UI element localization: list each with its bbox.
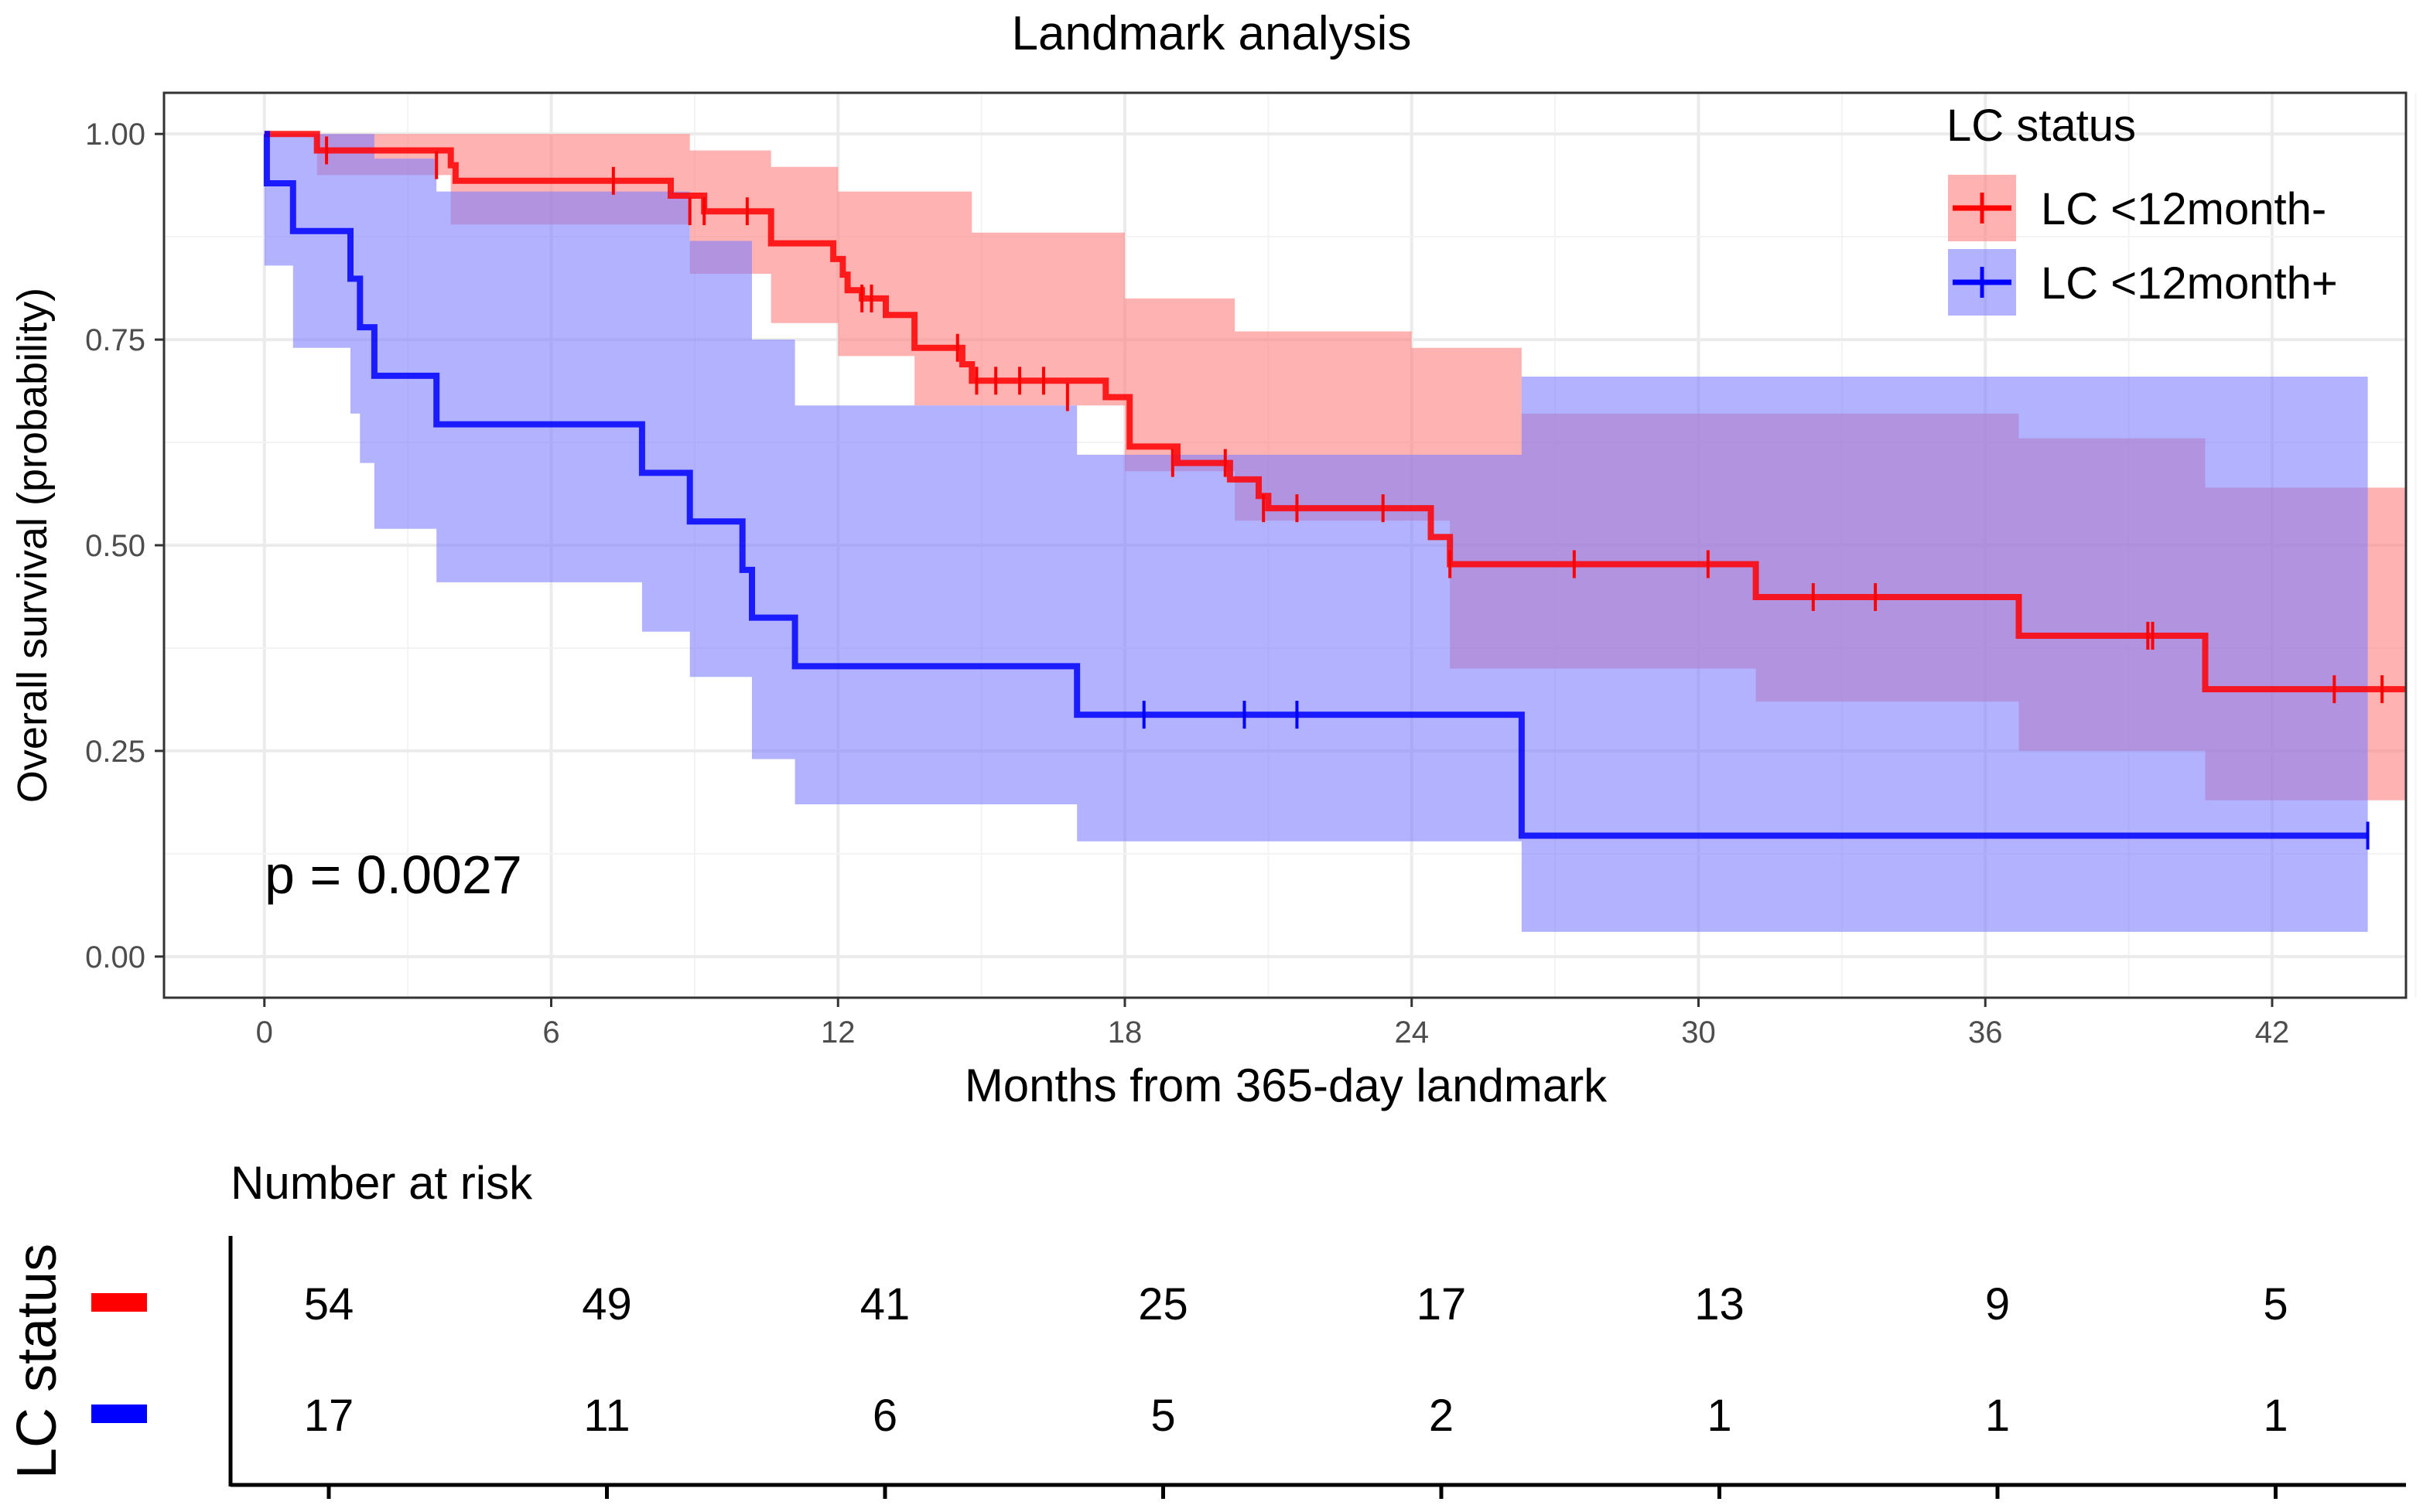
risk-table: Number at risk LC status 54 49 41 25 17 13 9 51…: [6, 1157, 2406, 1499]
x-tick-label: 30: [1681, 1015, 1716, 1050]
p-value: p = 0.0027: [265, 845, 522, 905]
risk-table-title: Number at risk: [231, 1157, 533, 1209]
legend-label: LC <12month+: [2041, 258, 2338, 309]
y-tick-label: 1.00: [85, 118, 145, 152]
survival-curves: [263, 131, 2406, 839]
confidence-bands: [264, 134, 2406, 932]
risk-cell: 41: [860, 1279, 911, 1329]
x-tick-label: 36: [1968, 1015, 2003, 1050]
survival-curve-lc-pos: [263, 131, 2368, 839]
x-tick-label: 18: [1108, 1015, 1143, 1050]
risk-cell: 1: [1707, 1391, 1731, 1441]
y-axis: 0.00 0.25 0.50 0.75 1.00: [85, 118, 164, 974]
risk-cell: 9: [1985, 1279, 2010, 1329]
risk-cell: 1: [2263, 1391, 2288, 1441]
x-axis-label: Months from 365-day landmark: [965, 1060, 1608, 1111]
risk-cell: 1: [1985, 1391, 2010, 1441]
x-tick-label: 0: [256, 1015, 273, 1050]
x-axis: 0 6 12 18 24 30 36 42: [256, 998, 2290, 1050]
legend-item-lc-neg: LC <12month-: [1948, 175, 2326, 241]
risk-cell: 49: [582, 1279, 632, 1329]
risk-cell: 25: [1138, 1279, 1188, 1329]
risk-table-cells: 54 49 41 25 17 13 9 517 11 6 5 2 1 1 1: [304, 1279, 2288, 1499]
x-tick-label: 6: [542, 1015, 559, 1050]
y-axis-label: Overall survival (probability): [9, 288, 56, 803]
risk-cell: 54: [304, 1279, 354, 1329]
x-tick-label: 24: [1394, 1015, 1429, 1050]
legend-item-lc-pos: LC <12month+: [1948, 249, 2338, 316]
y-tick-label: 0.75: [85, 323, 145, 357]
risk-table-ylabel: LC status: [6, 1244, 68, 1479]
survival-curve-lc-neg: [264, 131, 2406, 693]
risk-cell: 6: [873, 1391, 897, 1441]
legend: LC status LC <12month- LC <12month+: [1946, 101, 2338, 316]
risk-cell: 17: [304, 1391, 354, 1441]
x-tick-label: 12: [821, 1015, 856, 1050]
risk-cell: 13: [1694, 1279, 1745, 1329]
censor-marks: [325, 136, 2384, 850]
risk-row-key-lc-neg: [91, 1293, 147, 1312]
risk-cell: 2: [1429, 1391, 1454, 1441]
ci-band-lc-pos: [264, 134, 2368, 932]
legend-label: LC <12month-: [2041, 184, 2326, 234]
y-tick-label: 0.25: [85, 735, 145, 769]
y-tick-label: 0.00: [85, 940, 145, 974]
risk-cell: 17: [1417, 1279, 1467, 1329]
plot-panel: [162, 91, 2417, 999]
legend-title: LC status: [1946, 101, 2136, 151]
risk-cell: 5: [1150, 1391, 1175, 1441]
risk-cell: 11: [583, 1391, 630, 1441]
y-tick-label: 0.50: [85, 529, 145, 563]
risk-row-key-lc-pos: [91, 1404, 147, 1423]
chart-title: Landmark analysis: [1012, 7, 1412, 60]
x-tick-label: 42: [2255, 1015, 2290, 1050]
risk-cell: 5: [2263, 1279, 2288, 1329]
